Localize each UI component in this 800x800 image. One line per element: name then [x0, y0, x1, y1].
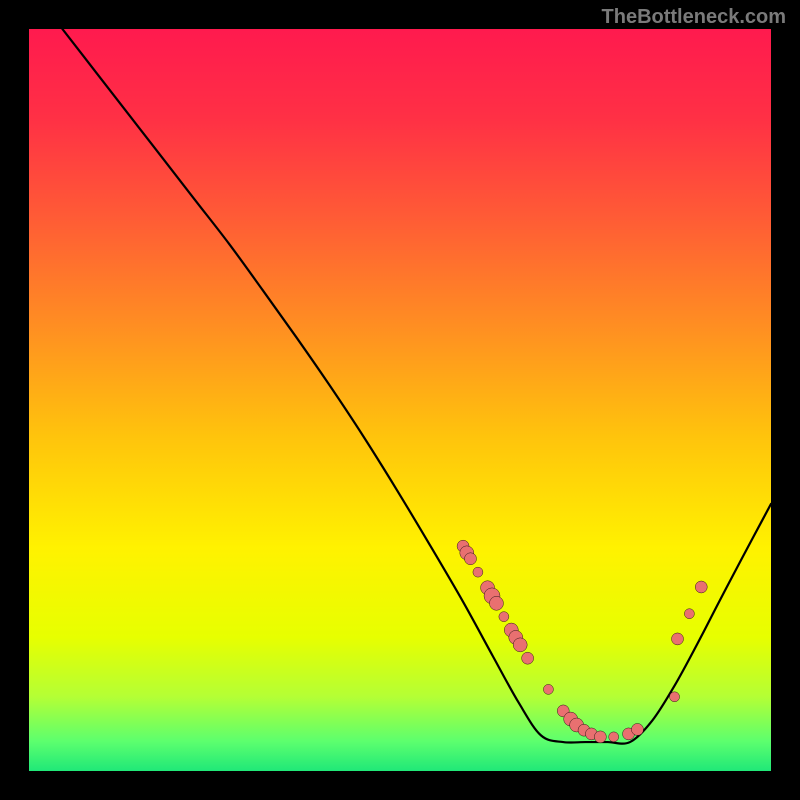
- data-marker: [672, 633, 684, 645]
- data-marker: [695, 581, 707, 593]
- data-marker: [489, 596, 503, 610]
- curve-markers: [457, 540, 707, 743]
- data-marker: [609, 732, 619, 742]
- data-marker: [594, 731, 606, 743]
- curve-line: [62, 29, 771, 744]
- bottleneck-curve: [29, 29, 771, 771]
- data-marker: [684, 609, 694, 619]
- data-marker: [670, 692, 680, 702]
- data-marker: [473, 567, 483, 577]
- data-marker: [631, 723, 643, 735]
- data-marker: [513, 638, 527, 652]
- data-marker: [522, 652, 534, 664]
- chart-container: TheBottleneck.com: [0, 0, 800, 800]
- data-marker: [499, 612, 509, 622]
- watermark-text: TheBottleneck.com: [602, 6, 786, 29]
- data-marker: [464, 553, 476, 565]
- plot-area: [29, 29, 771, 771]
- data-marker: [543, 684, 553, 694]
